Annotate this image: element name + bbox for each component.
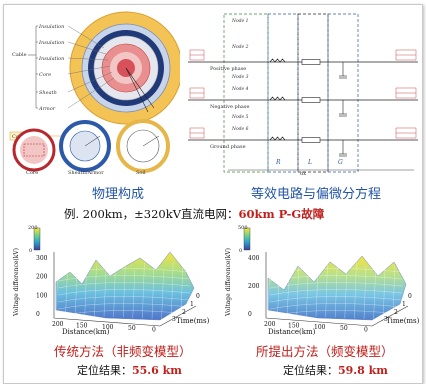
result-prefix: 定位结果： <box>283 364 338 377</box>
time-tick: 2 <box>394 309 398 316</box>
surface-mesh <box>267 261 403 321</box>
xlabel-right: Distance(km) <box>268 328 316 336</box>
caption-circuit: 等效电路与偏微分方程 <box>251 187 382 202</box>
layer-labels: Cable <box>12 26 37 108</box>
tlabel-right: Time(ms) <box>386 317 420 325</box>
tlabel-left: Time(ms) <box>176 317 210 325</box>
voltage-tick: 400 <box>248 255 260 262</box>
conductor-rails <box>188 58 418 157</box>
node-label: Node 5 <box>231 114 249 120</box>
result-prefix: 定位结果： <box>77 364 132 377</box>
voltage-tick: 0 <box>248 311 252 318</box>
caption-proposed: 所提出方法（频变模型） <box>256 344 394 359</box>
surface-traditional <box>55 251 195 321</box>
result-value: 59.8 km <box>338 364 388 377</box>
node-label: Node 3 <box>231 74 249 80</box>
distance-tick: 150 <box>288 322 300 329</box>
small-label-sheath: Sheath/Armor <box>68 170 104 176</box>
surface-proposed <box>267 255 407 321</box>
node-label: Node 1 <box>231 18 248 24</box>
layer-label: Insulation <box>38 40 64 46</box>
voltage-tick: 200 <box>36 274 48 281</box>
layer-label: Armor <box>38 106 56 112</box>
distance-tick: 150 <box>76 322 88 329</box>
soil-small-diagram: Soil <box>116 119 170 176</box>
layer-label: Sheath <box>39 90 57 96</box>
node-label: Node 4 <box>231 86 249 92</box>
small-label-soil: Soil <box>136 170 146 176</box>
distance-tick: 200 <box>52 321 64 328</box>
voltage-tick: 200 <box>248 283 260 290</box>
distance-tick: 200 <box>264 321 276 328</box>
component-g: G <box>338 159 343 166</box>
node-label: Node 6 <box>231 126 249 132</box>
distance-tick: 100 <box>314 324 326 331</box>
distance-tick: 50 <box>128 325 136 332</box>
cable-cross-section <box>69 11 180 125</box>
time-tick: 3 <box>172 316 176 323</box>
example-prefix: 例. 200km，±320kV直流电网： <box>64 207 239 221</box>
cbar-tick-top: 500 <box>238 225 248 231</box>
voltage-tick: 0 <box>36 311 40 318</box>
example-line: 例. 200km，±320kV直流电网：60km P-G故障 <box>64 206 324 222</box>
distance-tick: 0 <box>364 327 368 334</box>
caption-traditional: 传统方法（非频变模型） <box>54 344 192 359</box>
time-tick: 2 <box>182 309 186 316</box>
ylabel-right: Voltage difference(kV) <box>225 248 232 317</box>
surface-mesh <box>55 261 191 321</box>
result-value: 55.6 km <box>132 364 182 377</box>
cable-structure-diagram: Cable Insulation Insulation Insulation Core… <box>9 11 180 176</box>
cable-label: Cable <box>12 52 27 58</box>
ylabel-left: Voltage difference(kV) <box>13 248 20 317</box>
layer-label: Insulation <box>38 56 64 62</box>
distance-tick: 0 <box>152 327 156 334</box>
caption-physical: 物理构成 <box>92 187 145 202</box>
voltage-tick: 100 <box>36 292 48 299</box>
result-traditional: 定位结果：55.6 km <box>77 362 182 378</box>
sheath-small-diagram: Sheath/Armor <box>59 120 111 176</box>
node-labels: Node 1 Node 2 Node 3 Node 4 Node 5 Node 6 <box>231 18 249 132</box>
time-tick: 1 <box>402 301 406 308</box>
time-tick: 0 <box>408 293 412 300</box>
colorbar <box>243 227 251 251</box>
plot-traditional: 200 0 Voltage difference(kV) Distance(km… <box>13 225 210 336</box>
voltage-tick: 300 <box>36 255 48 262</box>
time-tick: 0 <box>196 293 200 300</box>
phase-label-negative: Negative phase <box>210 104 249 110</box>
result-proposed: 定位结果：59.8 km <box>283 362 388 378</box>
layer-list: Insulation Insulation Insulation Core Sheath… <box>36 24 115 112</box>
time-tick: 3 <box>384 316 388 323</box>
component-r: R <box>275 159 281 166</box>
current-voltage-labels <box>189 49 417 139</box>
time-tick: 1 <box>190 301 194 308</box>
distance-tick: 50 <box>340 325 348 332</box>
component-l: L <box>307 159 312 166</box>
colorbar <box>33 227 41 251</box>
equivalent-circuit-diagram: Positive phase Negative phase Ground pha… <box>188 13 418 177</box>
small-label-core: Core <box>26 170 38 176</box>
component-dx: dx <box>300 171 306 177</box>
phase-label-positive: Positive phase <box>210 66 246 72</box>
phase-label-ground: Ground phase <box>210 144 246 150</box>
plot-proposed: 500 0 Voltage difference(kV) Distance(km… <box>225 225 420 336</box>
node-label: Node 2 <box>231 44 249 50</box>
cbar-tick-bottom: 0 <box>29 248 32 254</box>
distance-tick: 100 <box>102 324 114 331</box>
cbar-tick-bottom: 0 <box>239 248 242 254</box>
core-small-diagram: Core <box>12 128 56 176</box>
layer-label: Core <box>39 72 51 78</box>
example-fault: 60km P-G故障 <box>238 207 325 221</box>
layer-label: Insulation <box>38 24 64 30</box>
cbar-tick-top: 200 <box>28 225 38 231</box>
xlabel-left: Distance(km) <box>62 328 110 336</box>
